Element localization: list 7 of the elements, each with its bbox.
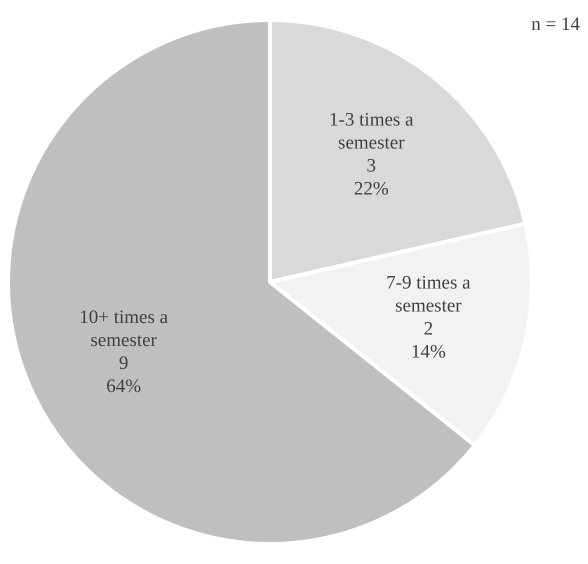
text: n = 14 [531,14,580,36]
data-label: 2 14% [410,318,446,363]
data-label: 3 22% [354,155,389,200]
slice-label: 7-9 times a semester [386,272,472,317]
slice-label: 10+ times a semester [79,306,169,351]
slice-label: 1-3 times a semester [329,109,414,154]
data-label: 9 64% [106,352,142,397]
